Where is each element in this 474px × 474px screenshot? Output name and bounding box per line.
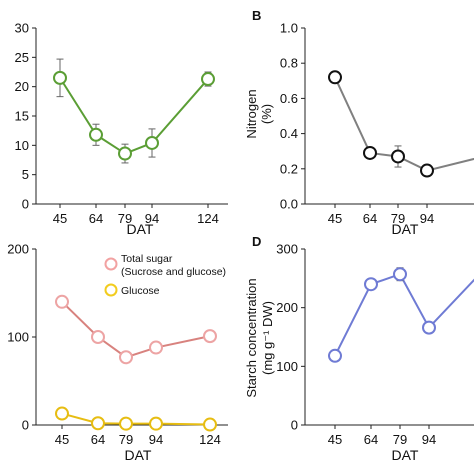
panel-a-x-tick-label: 94 bbox=[145, 211, 159, 226]
panel-a-series-0-line bbox=[59, 77, 209, 155]
panel-d-series-0-point bbox=[422, 320, 436, 335]
panel-b-y-axis-label-line2: (%) bbox=[259, 104, 274, 124]
panel-d-series-0-point bbox=[364, 277, 378, 292]
panel-a-series-0-point bbox=[89, 127, 103, 142]
panel-c-series-1-point bbox=[119, 416, 133, 431]
panel-b-y-tick-label: 0.2 bbox=[280, 161, 298, 176]
panel-d-y-tick-label: 200 bbox=[276, 300, 298, 315]
panel-a-x-tick-label: 79 bbox=[118, 211, 132, 226]
panel-c-series-0-point bbox=[203, 329, 217, 344]
panel-c-y-tick-label: 200 bbox=[7, 242, 29, 257]
panel-c-series-1-point bbox=[91, 416, 105, 431]
panel-b-letter: B bbox=[252, 8, 261, 23]
panel-c-series-0-point bbox=[119, 350, 133, 365]
panel-d-series-0-point bbox=[393, 267, 407, 282]
panel-c-series-0-point bbox=[91, 330, 105, 344]
panel-d-y-tick-label: 300 bbox=[276, 242, 298, 257]
panel-d-letter: D bbox=[252, 234, 261, 249]
panel-a-y-tick-label: 5 bbox=[22, 167, 29, 182]
legend-marker-total-sugar bbox=[104, 257, 118, 271]
panel-b-series-0-point bbox=[420, 163, 434, 178]
legend-label-total-sugar-line1: Total sugar bbox=[121, 253, 173, 265]
panel-b-plot: 0.0 0.2 0.4 0.6 0.8 1.0 45 64 79 94 bbox=[280, 21, 474, 226]
panel-b-y-axis-label-line1: Nitrogen bbox=[244, 89, 259, 138]
panel-a-y-tick-label: 10 bbox=[15, 138, 29, 153]
panel-b-y-tick-label: 0.0 bbox=[280, 197, 298, 212]
panel-c-y-tick-label: 100 bbox=[7, 330, 29, 345]
panel-a-series-0-point bbox=[118, 146, 132, 161]
panel-c-series-0-point bbox=[55, 294, 69, 309]
panel-d-series-0-line bbox=[334, 273, 474, 357]
panel-b-series-0-point bbox=[328, 70, 342, 85]
panel-b-x-tick-label: 79 bbox=[391, 211, 405, 226]
panel-b: B 0.0 0.2 0.4 0.6 0.8 1.0 45 64 79 94 Nitrogen (%… bbox=[244, 8, 474, 237]
panel-d-plot: 0 100 200 300 45 64 79 94 bbox=[276, 242, 474, 447]
panel-a-y-tick-label: 15 bbox=[15, 109, 29, 124]
panel-d-x-axis-label: DAT bbox=[392, 447, 419, 463]
panel-a-series-0-point bbox=[145, 135, 159, 150]
panel-c-series-0-line bbox=[61, 301, 211, 359]
panel-b-series-0-point bbox=[391, 149, 405, 164]
panel-a-y-tick-label: 20 bbox=[15, 79, 29, 94]
panel-c-series-0-point bbox=[149, 340, 163, 355]
panel-c-plot: 0 100 200 45 64 79 94 124 bbox=[7, 242, 228, 447]
panel-c-series-1-point bbox=[149, 416, 163, 431]
panel-d-y-axis-label-line1: Starch concentration bbox=[244, 278, 259, 397]
panel-c-x-tick-label: 45 bbox=[55, 432, 69, 447]
panel-b-x-tick-label: 45 bbox=[328, 211, 342, 226]
panel-c-y-tick-label: 0 bbox=[22, 418, 29, 433]
legend-marker-glucose bbox=[104, 283, 118, 297]
panel-d-x-tick-label: 79 bbox=[393, 432, 407, 447]
panel-a-x-tick-label: 45 bbox=[53, 211, 67, 226]
panel-a-y-tick-label: 0 bbox=[22, 197, 29, 212]
panel-b-y-tick-label: 1.0 bbox=[280, 21, 298, 36]
panel-d-x-tick-label: 64 bbox=[364, 432, 378, 447]
panel-c-x-axis-label: DAT bbox=[125, 447, 152, 463]
panel-c-x-tick-label: 64 bbox=[91, 432, 105, 447]
panel-a-x-tick-label: 124 bbox=[197, 211, 219, 226]
panel-c-legend: Total sugar (Sucrose and glucose) Glucos… bbox=[104, 253, 226, 297]
panel-a: 0 5 10 15 20 25 30 45 64 79 94 124 DAT bbox=[15, 21, 228, 237]
panel-d-x-tick-label: 94 bbox=[422, 432, 436, 447]
panel-c-x-tick-label: 124 bbox=[199, 432, 221, 447]
panel-a-series-0-point bbox=[53, 70, 67, 85]
panel-d-y-tick-label: 0 bbox=[291, 418, 298, 433]
panel-b-x-tick-label: 64 bbox=[363, 211, 377, 226]
panel-a-x-tick-label: 64 bbox=[89, 211, 103, 226]
panel-d-y-axis-label-line2: (mg g⁻¹ DW) bbox=[260, 301, 275, 375]
panel-d-x-tick-label: 45 bbox=[328, 432, 342, 447]
panel-b-y-tick-label: 0.8 bbox=[280, 56, 298, 71]
panel-c-series-1-line bbox=[61, 412, 211, 426]
panel-d-y-tick-label: 100 bbox=[276, 359, 298, 374]
legend-label-total-sugar-line2: (Sucrose and glucose) bbox=[121, 266, 226, 278]
panel-c-series-1-point bbox=[203, 417, 217, 432]
panel-c-x-tick-label: 94 bbox=[149, 432, 163, 447]
panel-d: D 0 100 200 300 45 64 79 94 Starch concentratio… bbox=[244, 234, 474, 463]
panel-d-series-0-point bbox=[328, 348, 342, 363]
legend-label-glucose: Glucose bbox=[121, 285, 160, 297]
panel-c-x-tick-label: 79 bbox=[119, 432, 133, 447]
panel-b-y-tick-label: 0.6 bbox=[280, 91, 298, 106]
panel-b-x-axis-label: DAT bbox=[392, 221, 419, 237]
panel-a-y-tick-label: 30 bbox=[15, 21, 29, 36]
panel-c: 0 100 200 45 64 79 94 124 Total sugar (Sucrose … bbox=[7, 242, 228, 463]
panel-a-y-tick-label: 25 bbox=[15, 50, 29, 65]
panel-c-series-1-point bbox=[55, 406, 69, 421]
panel-a-series-0-point bbox=[201, 72, 215, 87]
panel-b-x-tick-label: 94 bbox=[420, 211, 434, 226]
panel-b-series-0-point bbox=[363, 145, 377, 160]
panel-a-x-axis-label: DAT bbox=[127, 221, 154, 237]
panel-a-plot: 0 5 10 15 20 25 30 45 64 79 94 124 bbox=[15, 21, 228, 226]
panel-b-y-tick-label: 0.4 bbox=[280, 126, 298, 141]
